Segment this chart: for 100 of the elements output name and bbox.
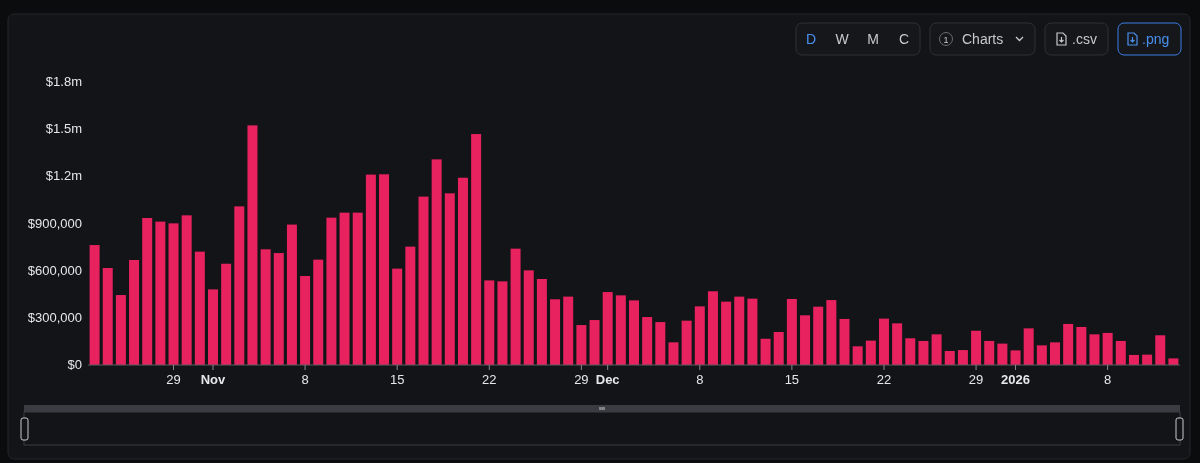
bar xyxy=(826,300,837,365)
bar xyxy=(642,317,653,365)
x-tick-label: 29 xyxy=(166,372,181,387)
bar xyxy=(286,224,297,365)
bar xyxy=(444,193,455,365)
bar xyxy=(707,291,718,365)
bar xyxy=(300,276,311,365)
bar xyxy=(839,318,850,365)
bar xyxy=(431,159,442,365)
x-tick-label: 15 xyxy=(784,372,800,387)
y-tick-label: $300,000 xyxy=(27,309,82,325)
bar xyxy=(89,245,100,365)
text: C xyxy=(898,31,910,47)
text: Charts xyxy=(962,31,1004,47)
y-tick-label: $0 xyxy=(67,357,82,372)
bar xyxy=(852,346,863,365)
bar xyxy=(800,315,811,365)
bar xyxy=(457,177,468,365)
text: .csv xyxy=(1072,31,1097,47)
bar xyxy=(655,322,666,365)
bar xyxy=(1115,340,1126,365)
bar xyxy=(352,212,363,365)
bar xyxy=(497,281,508,365)
bar xyxy=(1168,358,1179,365)
bar xyxy=(721,301,732,365)
bar xyxy=(471,134,482,365)
bar xyxy=(589,320,600,365)
bar xyxy=(878,318,889,365)
bar xyxy=(418,196,429,365)
bar xyxy=(602,292,613,365)
bar xyxy=(1155,335,1166,365)
bar xyxy=(668,342,679,365)
text: M xyxy=(867,31,879,47)
x-tick-label: Nov xyxy=(200,372,227,387)
bar xyxy=(813,306,824,365)
bar xyxy=(997,343,1008,365)
bar xyxy=(734,296,745,365)
bar xyxy=(405,246,416,365)
bar xyxy=(234,206,245,365)
bar xyxy=(313,259,324,365)
bar xyxy=(379,174,390,365)
bar xyxy=(944,351,955,365)
bar xyxy=(1089,334,1100,365)
bar xyxy=(865,340,876,365)
x-tick-label: 8 xyxy=(301,372,309,387)
bar xyxy=(563,296,574,365)
x-tick-label: Dec xyxy=(595,372,620,387)
bar xyxy=(260,249,271,365)
bar xyxy=(523,270,534,365)
bar xyxy=(510,248,521,365)
bar xyxy=(1010,350,1021,365)
text: .png xyxy=(1142,31,1170,47)
x-tick-label: 29 xyxy=(574,372,589,387)
bar xyxy=(115,295,126,365)
bar xyxy=(773,331,784,365)
bar xyxy=(786,298,797,365)
bar xyxy=(168,223,179,365)
text: W xyxy=(835,31,850,47)
bar xyxy=(1063,323,1074,365)
bar xyxy=(365,174,376,365)
bar xyxy=(194,251,205,365)
bar xyxy=(694,306,705,365)
bar xyxy=(221,263,232,365)
bar xyxy=(576,325,587,365)
bar xyxy=(273,253,284,365)
bar xyxy=(1050,342,1061,365)
x-tick-label: 29 xyxy=(968,372,984,387)
bar xyxy=(247,125,258,365)
x-tick-label: 22 xyxy=(482,372,497,387)
bar xyxy=(536,279,547,365)
bar xyxy=(905,338,916,365)
bar xyxy=(1036,345,1047,365)
number-badge: 1 xyxy=(939,32,953,46)
bar xyxy=(550,299,561,365)
x-tick-label: 2026 xyxy=(1001,372,1030,387)
y-tick-label: $1.2m xyxy=(45,168,82,184)
bar xyxy=(181,215,192,365)
bar xyxy=(326,217,337,365)
text: D xyxy=(805,31,817,47)
x-tick-label: 8 xyxy=(696,372,704,387)
bar xyxy=(1076,326,1087,365)
bar xyxy=(207,289,218,365)
y-tick-label: $1.5m xyxy=(45,121,82,137)
bar xyxy=(1023,328,1034,365)
bar xyxy=(339,212,350,365)
x-tick-label: 8 xyxy=(1104,372,1112,387)
bar xyxy=(1102,332,1113,365)
bar xyxy=(102,267,113,365)
x-tick-label: 22 xyxy=(876,372,892,387)
bar xyxy=(971,330,982,365)
bar xyxy=(747,298,758,365)
bar xyxy=(484,280,495,365)
y-tick-label: $1.8m xyxy=(45,74,82,89)
x-tick-label: 15 xyxy=(389,372,405,387)
bar xyxy=(681,320,692,365)
bar xyxy=(155,221,166,365)
bar xyxy=(957,350,968,365)
bar xyxy=(918,340,929,365)
y-tick-label: $600,000 xyxy=(27,262,82,278)
bar xyxy=(760,338,771,365)
